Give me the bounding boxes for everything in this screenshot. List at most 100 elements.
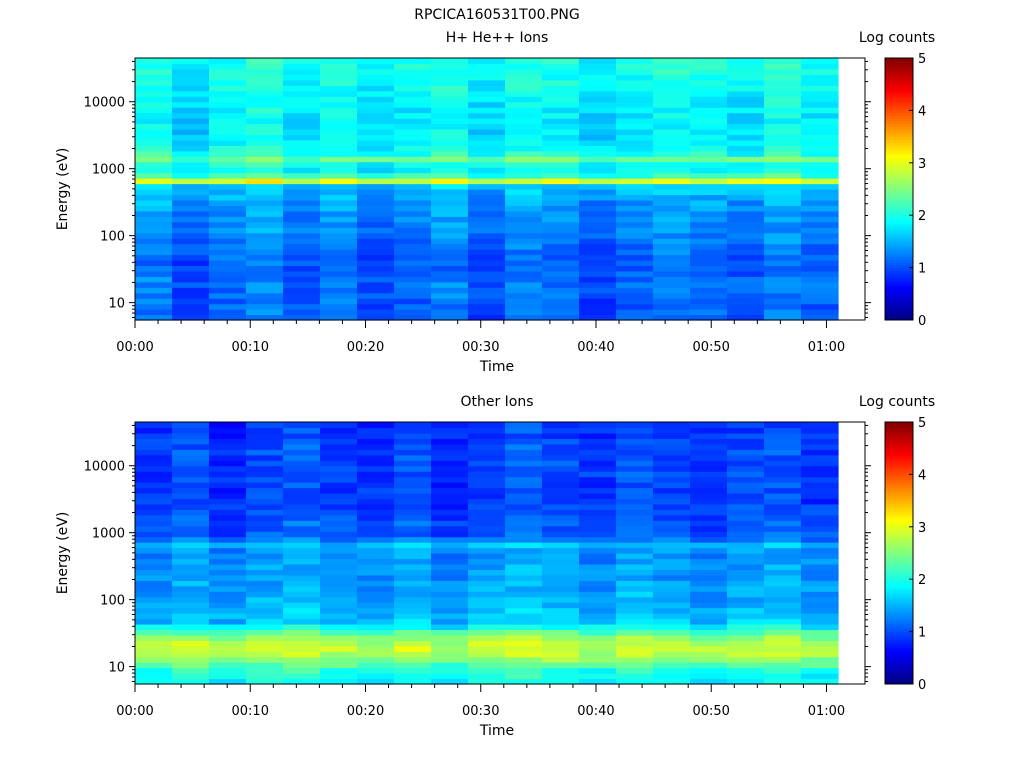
y-tick-label: 10 xyxy=(108,297,125,312)
heatmap-cell xyxy=(320,303,358,310)
heatmap-cell xyxy=(283,542,321,549)
heatmap-cell xyxy=(283,145,321,152)
heatmap-cell xyxy=(616,520,654,527)
heatmap-cell xyxy=(209,139,247,146)
colorbar-segment xyxy=(885,154,913,159)
heatmap-cell xyxy=(801,63,839,70)
colorbar-segment xyxy=(885,597,913,601)
heatmap-cell xyxy=(727,254,765,261)
colorbar-segment xyxy=(885,516,913,520)
heatmap-cell xyxy=(468,150,506,157)
heatmap-cell xyxy=(542,112,580,119)
heatmap-cell xyxy=(320,145,358,152)
heatmap-cell xyxy=(135,465,173,472)
heatmap-cell xyxy=(172,525,210,532)
heatmap-cell xyxy=(616,249,654,256)
heatmap-cell xyxy=(542,189,580,196)
heatmap-cell xyxy=(320,243,358,250)
heatmap-cell xyxy=(209,314,247,321)
heatmap-cell xyxy=(690,303,728,310)
heatmap-cell xyxy=(209,427,247,434)
heatmap-cell xyxy=(653,123,691,130)
heatmap-cell xyxy=(505,112,543,119)
heatmap-cell xyxy=(431,651,469,658)
heatmap-cell xyxy=(653,298,691,305)
heatmap-cell xyxy=(431,503,469,510)
heatmap-cell xyxy=(764,607,802,614)
heatmap-cell xyxy=(542,449,580,456)
heatmap-cell xyxy=(283,662,321,669)
heatmap-cell xyxy=(283,427,321,434)
heatmap-cell xyxy=(616,156,654,163)
heatmap-cell xyxy=(283,525,321,532)
heatmap-cell xyxy=(468,259,506,267)
heatmap-cell xyxy=(579,96,617,103)
heatmap-cell xyxy=(690,482,728,489)
colorbar-segment xyxy=(885,435,913,439)
heatmap-cell xyxy=(357,623,395,631)
heatmap-cell xyxy=(690,536,728,543)
heatmap-cell xyxy=(246,265,284,272)
heatmap-cell xyxy=(690,178,728,185)
heatmap-cell xyxy=(357,514,395,521)
heatmap-cell xyxy=(394,281,432,288)
colorbar-segment xyxy=(885,199,913,203)
heatmap-cell xyxy=(468,607,506,614)
heatmap-cell xyxy=(690,309,728,316)
heatmap-cell xyxy=(172,265,210,272)
colorbar-segment xyxy=(885,217,913,221)
colorbar-label: Log counts xyxy=(859,30,935,46)
heatmap-cell xyxy=(801,243,839,250)
heatmap-cell xyxy=(505,574,543,581)
heatmap-cell xyxy=(394,150,432,157)
heatmap-cell xyxy=(357,79,395,86)
colorbar-segment xyxy=(885,65,913,69)
heatmap-cell xyxy=(431,640,469,647)
heatmap-cell xyxy=(616,243,654,250)
heatmap-cell xyxy=(653,90,691,97)
colorbar-segment xyxy=(885,60,913,64)
heatmap-cell xyxy=(690,569,728,576)
colorbar-segment xyxy=(885,623,913,627)
heatmap-cell xyxy=(172,618,210,625)
heatmap-cell xyxy=(690,645,728,652)
heatmap-cell xyxy=(764,156,802,163)
heatmap-cell xyxy=(579,216,617,223)
heatmap-cell xyxy=(579,210,617,217)
heatmap-cell xyxy=(246,618,284,625)
heatmap-cell xyxy=(505,443,543,450)
heatmap-cell xyxy=(542,427,580,434)
heatmap-cell xyxy=(801,536,839,543)
heatmap-cell xyxy=(394,503,432,510)
heatmap-cell xyxy=(505,585,543,592)
heatmap-cell xyxy=(616,618,654,625)
heatmap-cell xyxy=(505,178,543,185)
colorbar-segment xyxy=(885,600,913,604)
heatmap-cell xyxy=(764,58,802,65)
y-tick-label: 100 xyxy=(100,230,125,245)
heatmap-cell xyxy=(357,432,395,439)
heatmap-cell xyxy=(468,667,506,674)
heatmap-cell xyxy=(727,651,765,658)
heatmap-cell xyxy=(727,63,765,70)
heatmap-cell xyxy=(357,618,395,625)
heatmap-cell xyxy=(246,449,284,456)
heatmap-cell xyxy=(320,656,358,663)
heatmap-cell xyxy=(542,574,580,581)
heatmap-cell xyxy=(431,667,469,674)
heatmap-cell xyxy=(616,232,654,239)
heatmap-cell xyxy=(579,651,617,658)
heatmap-cell xyxy=(653,254,691,261)
heatmap-cell xyxy=(209,673,247,680)
heatmap-cell xyxy=(801,101,839,108)
heatmap-cell xyxy=(653,542,691,549)
heatmap-cell xyxy=(579,498,617,505)
heatmap-cell xyxy=(727,662,765,669)
heatmap-cell xyxy=(357,536,395,543)
heatmap-cell xyxy=(801,107,839,114)
heatmap-cell xyxy=(172,492,210,500)
heatmap-cell xyxy=(801,178,839,185)
heatmap-cell xyxy=(172,58,210,65)
